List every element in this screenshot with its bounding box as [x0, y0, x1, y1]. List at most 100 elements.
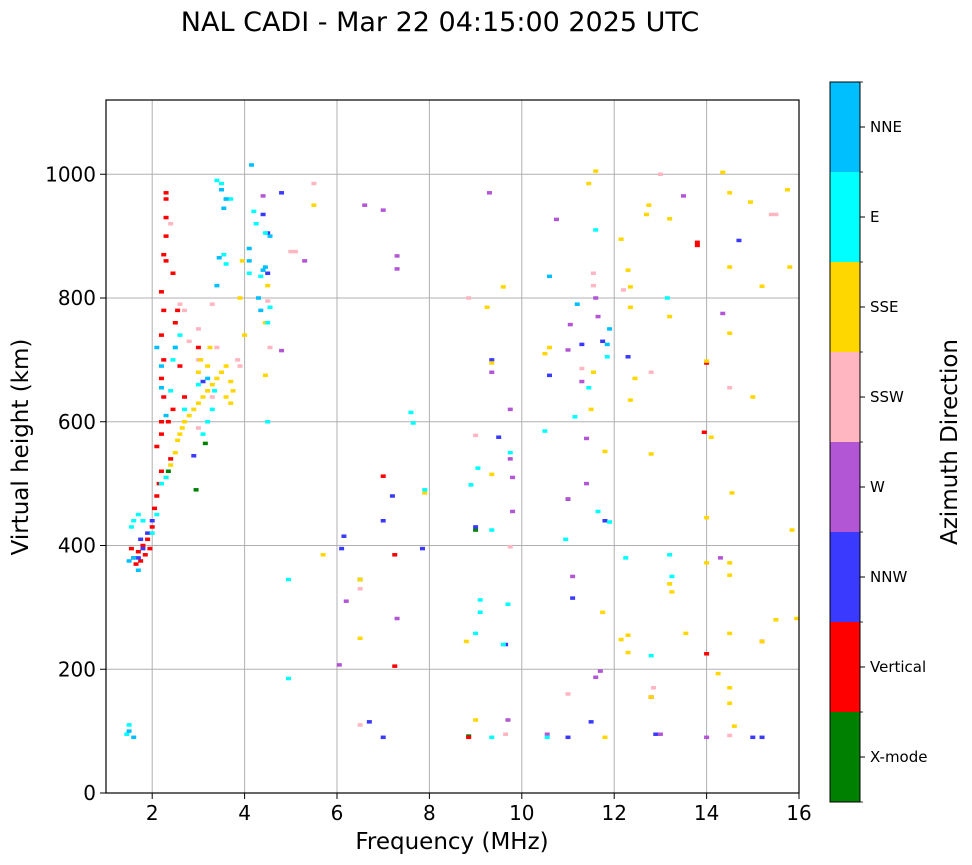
data-point — [145, 531, 151, 535]
data-point — [694, 240, 700, 245]
data-point — [565, 735, 571, 740]
data-point — [510, 509, 516, 514]
data-point — [565, 348, 571, 352]
data-point — [618, 637, 624, 642]
data-point — [163, 234, 169, 238]
data-point — [161, 252, 167, 257]
colorbar-segment — [830, 532, 860, 622]
data-point — [228, 197, 234, 201]
data-point — [466, 296, 472, 300]
data-point — [235, 358, 241, 362]
series-vertical — [128, 191, 765, 740]
colorbar-label-item: W — [870, 478, 885, 496]
y-tick-label: 1000 — [45, 162, 96, 186]
colorbar-label: Azimuth Direction — [937, 339, 963, 545]
data-point — [149, 519, 155, 523]
data-point — [694, 243, 700, 248]
x-tick-label: 8 — [423, 801, 436, 825]
data-point — [186, 413, 192, 418]
data-point — [267, 234, 273, 238]
x-tick-label: 10 — [509, 801, 534, 825]
data-point — [246, 246, 252, 251]
data-point — [336, 663, 342, 667]
colorbar-label-item: NNE — [870, 118, 902, 136]
data-point — [205, 420, 211, 424]
data-point — [586, 385, 592, 390]
data-point — [251, 209, 257, 214]
data-point — [773, 212, 779, 217]
data-point — [500, 285, 506, 289]
data-point — [219, 187, 224, 192]
data-point — [784, 187, 790, 192]
data-point — [648, 452, 654, 456]
data-point — [172, 321, 178, 325]
data-point — [205, 389, 211, 393]
data-point — [570, 596, 576, 600]
data-point — [339, 546, 345, 551]
data-point — [223, 364, 229, 368]
data-point — [195, 426, 201, 430]
data-point — [475, 466, 481, 470]
data-point — [239, 259, 245, 263]
data-point — [650, 686, 656, 690]
data-point — [158, 420, 164, 424]
data-point — [586, 181, 592, 186]
data-point — [212, 389, 218, 393]
data-point — [154, 444, 160, 449]
data-point — [727, 631, 733, 636]
plot-area: 2 4 6 8 10 12 14 16 0 200 400 600 800 1000 — [45, 99, 812, 825]
y-tick-label: 400 — [58, 534, 96, 558]
data-point — [214, 345, 220, 350]
data-point — [489, 370, 495, 374]
data-point — [394, 267, 400, 271]
data-point — [158, 333, 164, 337]
colorbar-label-item: NNW — [870, 568, 907, 586]
data-point — [253, 222, 259, 226]
data-point — [200, 395, 206, 399]
colorbar-segment — [830, 352, 860, 442]
x-tick-label: 6 — [331, 801, 344, 825]
data-point — [223, 197, 229, 201]
data-point — [158, 481, 164, 486]
data-point — [683, 631, 689, 636]
data-point — [279, 191, 285, 195]
data-point — [205, 376, 211, 381]
data-point — [126, 559, 132, 563]
data-point — [170, 358, 176, 362]
data-point — [648, 653, 654, 658]
data-point — [620, 288, 626, 292]
data-point — [579, 366, 585, 371]
data-point — [209, 407, 215, 412]
data-point — [602, 735, 608, 740]
data-point — [588, 720, 594, 724]
data-point — [362, 203, 368, 207]
data-point — [163, 475, 169, 480]
series-nne — [126, 163, 613, 740]
data-point — [200, 432, 206, 436]
colorbar-label-item: X-mode — [870, 748, 927, 766]
data-point — [704, 515, 710, 520]
data-point — [646, 203, 652, 207]
data-point — [627, 398, 633, 402]
data-point — [593, 228, 599, 232]
data-point — [727, 561, 733, 565]
data-point — [759, 284, 765, 288]
data-point — [154, 512, 160, 517]
data-point — [727, 701, 733, 706]
data-point — [302, 259, 308, 263]
y-tick-label: 600 — [58, 410, 96, 434]
data-point — [161, 395, 167, 399]
data-point — [727, 331, 733, 336]
data-point — [410, 421, 416, 425]
data-point — [750, 735, 756, 740]
data-point — [503, 732, 509, 736]
data-point — [170, 407, 176, 412]
data-point — [135, 568, 141, 572]
data-point — [507, 544, 513, 549]
data-point — [583, 481, 589, 486]
data-point — [507, 407, 513, 412]
data-point — [147, 546, 153, 551]
data-point — [128, 546, 134, 551]
data-point — [648, 695, 654, 699]
colorbar-label-item: Vertical — [870, 658, 926, 676]
